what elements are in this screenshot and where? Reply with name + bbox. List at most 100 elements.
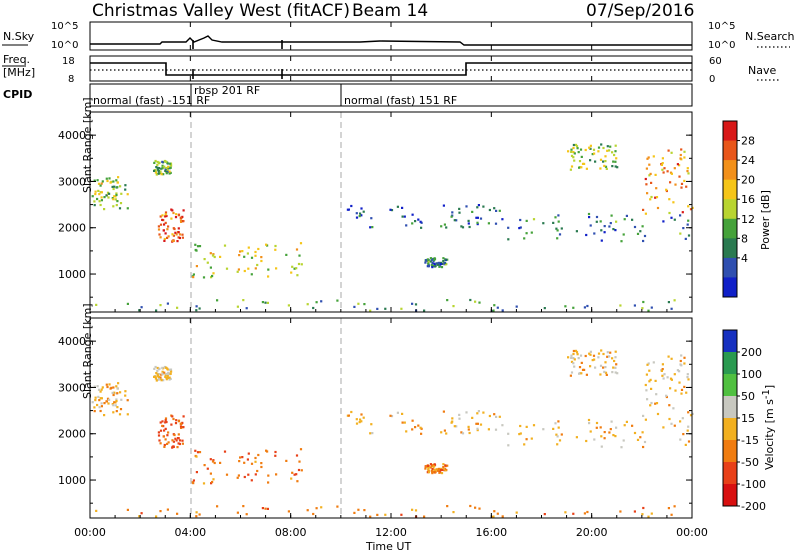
velocity-echo-cell [453,425,456,428]
velocity-echo-cell [597,356,600,359]
power-echo-cell [112,187,115,191]
velocity-echo-cell [157,375,160,379]
velocity-echo-cell [168,376,171,379]
power-echo-cell [654,173,657,176]
velocity-echo-cell [650,512,653,515]
velocity-echo-cell [169,372,172,375]
colorbar-tick-label: 50 [741,390,755,403]
velocity-echo-cell [575,351,579,354]
velocity-echo-cell [532,424,536,427]
power-echo-cell [171,239,174,242]
velocity-echo-cell [411,419,414,422]
velocity-echo-cell [209,472,212,475]
velocity-echo-cell [243,461,246,464]
velocity-echo-cell [97,395,100,398]
velocity-echo-cell [440,472,444,475]
power-echo-cell [109,181,112,184]
velocity-echo-cell [673,424,676,427]
power-echo-cell [642,208,645,211]
velocity-echo-cell [203,464,206,467]
power-echo-cell [644,212,647,215]
power-echo-cell [676,163,679,166]
velocity-echo-cell [98,399,101,402]
power-echo-cell [96,179,99,182]
power-echo-cell [212,253,215,256]
velocity-echo-cell [585,439,588,443]
velocity-echo-cell [157,431,160,434]
power-echo-cell [592,148,596,151]
power-echo-cell [429,257,432,260]
velocity-echo-cell [687,378,690,381]
velocity-echo-cell [265,449,268,452]
velocity-echo-cell [686,373,689,376]
power-echo-cell [488,208,491,212]
velocity-echo-cell [155,372,158,375]
velocity-echo-cell [254,460,257,463]
colorbar-swatch [723,179,737,200]
power-echo-cell [153,169,156,172]
velocity-echo-cell [639,436,642,439]
power-echo-cell [687,172,690,175]
velocity-echo-cell [165,366,168,369]
velocity-echo-cell [440,468,443,472]
power-echo-cell [450,215,453,218]
power-echo-cell [211,254,215,257]
power-echo-cell [587,212,591,216]
y-tick-label: 1000 [58,474,86,487]
velocity-echo-cell [610,420,613,423]
power-echo-cell [198,245,202,248]
power-echo-cell [355,212,358,215]
power-echo-cell [164,221,167,224]
power-echo-cell [261,301,264,304]
velocity-echo-cell [599,373,602,376]
power-echo-cell [225,267,229,270]
power-echo-cell [97,189,100,192]
cpid-panel: CPID normal (fast) -151 RF rbsp 201 RF n… [3,83,693,107]
velocity-echo-cell [376,513,379,516]
power-echo-cell [633,304,636,307]
power-echo-cell [593,232,596,235]
power-echo-cell [585,167,588,170]
velocity-echo-cell [424,467,427,470]
power-echo-cell [195,305,198,308]
power-echo-cell [611,165,614,168]
power-echo-cell [570,154,574,157]
velocity-echo-cell [401,412,404,415]
power-echo-cell [683,156,686,159]
power-echo-cell [126,302,129,305]
velocity-echo-cell [120,398,123,401]
colorbar-tick-label: -200 [741,500,766,513]
velocity-echo-cell [195,515,198,518]
power-echo-cell [641,307,644,310]
power-echo-cell [114,195,117,198]
velocity-echo-cell [460,431,463,434]
power-echo-cell [166,302,169,305]
power-echo-cell [126,207,129,210]
velocity-echo-cell [608,355,611,358]
velocity-echo-cell [177,442,180,445]
power-echo-cell [178,233,182,236]
velocity-echo-cell [362,416,365,419]
power-echo-cell [614,150,617,153]
colorbar-swatch [723,277,737,298]
velocity-echo-cell [687,411,690,414]
velocity-echo-cell [442,410,445,413]
power-echo-cell [175,213,178,216]
power-echo-cell [471,210,474,213]
power-echo-cell [440,266,444,269]
power-echo-cell [202,276,206,279]
station-title: Christmas Valley West (fitACF) [92,1,350,21]
velocity-echo-cell [604,361,607,364]
velocity-echo-cell [649,378,652,381]
x-tick-label: 20:00 [576,526,608,539]
velocity-echo-cell [672,407,675,410]
nsky-tick-high: 10^5 [51,21,78,32]
velocity-echo-cell [665,394,668,397]
power-echo-cell [198,307,201,310]
velocity-echo-cell [246,458,249,461]
power-echo-cell [112,198,115,201]
power-echo-cell [493,207,496,210]
power-echo-cell [370,217,373,220]
power-echo-cell [162,229,165,232]
power-echo-cell [295,248,299,251]
